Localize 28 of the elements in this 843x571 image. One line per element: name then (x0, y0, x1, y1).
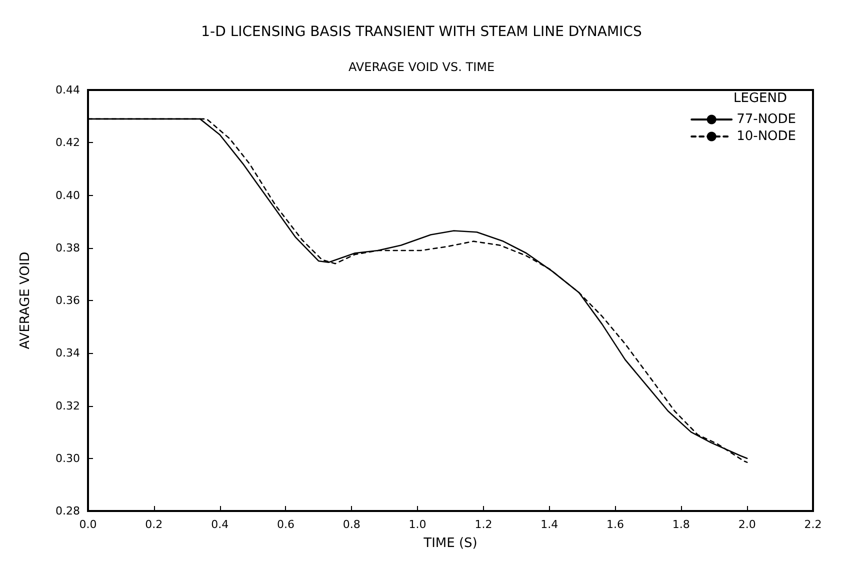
y-tick-label: 0.38 (56, 241, 80, 254)
chart-subtitle: AVERAGE VOID VS. TIME (348, 60, 495, 74)
x-tick-label: 0.6 (276, 518, 294, 531)
x-tick-label: 1.6 (606, 518, 624, 531)
x-tick-label: 1.8 (672, 518, 690, 531)
y-tick-label: 0.44 (56, 84, 80, 96)
x-tick-label: 2.0 (738, 518, 756, 531)
y-tick-label: 0.32 (56, 399, 80, 412)
legend-title: LEGEND (734, 91, 788, 106)
y-tick-label: 0.30 (56, 452, 80, 465)
y-tick-label: 0.42 (56, 136, 80, 150)
y-tick-label: 0.28 (56, 504, 80, 518)
x-tick-label: 1.2 (474, 518, 492, 531)
x-tick-label: 1.0 (408, 518, 426, 531)
y-tick-label: 0.36 (56, 294, 80, 307)
x-tick-label: 0.4 (211, 518, 229, 531)
x-tick-label: 0.8 (342, 518, 360, 531)
chart-title: 1-D LICENSING BASIS TRANSIENT WITH STEAM LINE DYNAMICS (201, 24, 642, 40)
x-axis-title: TIME (S) (422, 536, 478, 551)
legend-label: 10-NODE (736, 129, 796, 144)
x-tick-label: 2.2 (804, 518, 822, 531)
x-tick-label: 1.4 (540, 518, 558, 531)
x-tick-label: 0.2 (145, 518, 163, 531)
y-tick-label: 0.40 (56, 188, 80, 202)
y-axis-title: AVERAGE VOID (18, 252, 33, 350)
y-tick-label: 0.34 (56, 346, 80, 360)
legend-label: 77-NODE (736, 112, 796, 127)
x-tick-label: 0.0 (79, 518, 97, 531)
